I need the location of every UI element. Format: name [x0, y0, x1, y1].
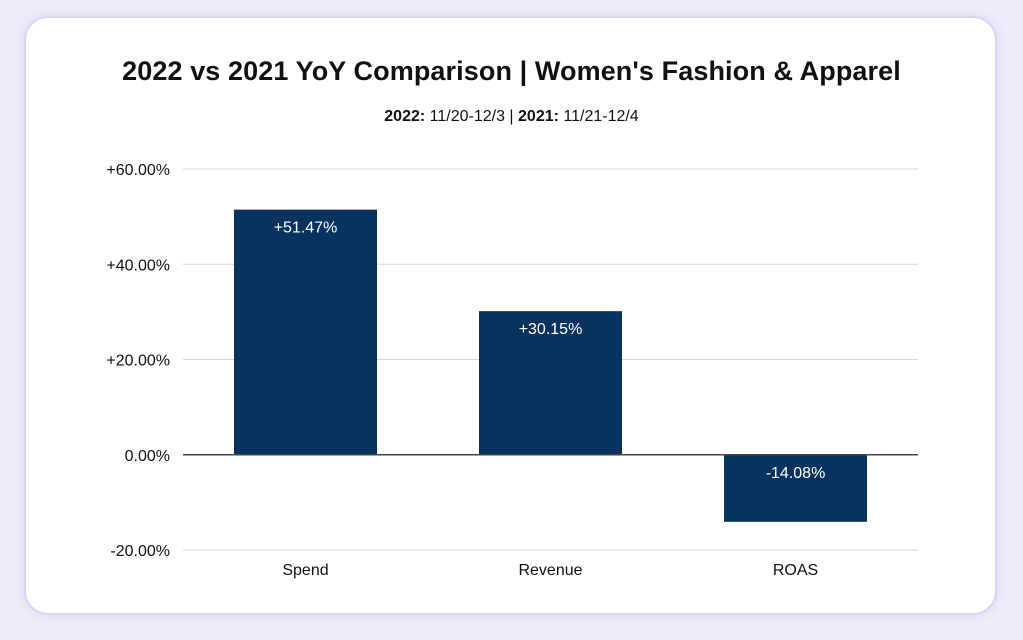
y-tick-label: -20.00% — [110, 543, 170, 560]
subtitle-label-2021: 2021: — [518, 108, 559, 125]
chart-title: 2022 vs 2021 YoY Comparison | Women's Fa… — [122, 56, 901, 86]
bars — [234, 209, 867, 522]
subtitle-range-2021: 11/21-12/4 — [558, 108, 639, 125]
chart-subtitle: 2022: 11/20-12/3 | 2021: 11/21-12/4 — [0, 108, 1023, 126]
subtitle-range-2022: 11/20-12/3 | — [425, 108, 519, 125]
x-tick-label: ROAS — [773, 562, 818, 579]
y-tick-label: +40.00% — [106, 257, 170, 274]
subtitle-label-2022: 2022: — [384, 108, 426, 125]
data-label: +51.47% — [274, 220, 338, 237]
labels: +60.00% +40.00% +20.00% 0.00% -20.00% +51.47%… — [106, 162, 825, 579]
y-tick-label: 0.00% — [125, 448, 170, 465]
x-tick-label: Spend — [282, 562, 328, 579]
data-label: +30.15% — [519, 321, 583, 338]
x-tick-label: Revenue — [518, 562, 582, 579]
bar-roas — [724, 454, 867, 522]
y-tick-label: +60.00% — [106, 162, 170, 179]
data-label: -14.08% — [766, 465, 826, 482]
y-tick-label: +20.00% — [106, 353, 170, 370]
bar-revenue — [479, 311, 622, 455]
bar-spend — [234, 209, 377, 455]
